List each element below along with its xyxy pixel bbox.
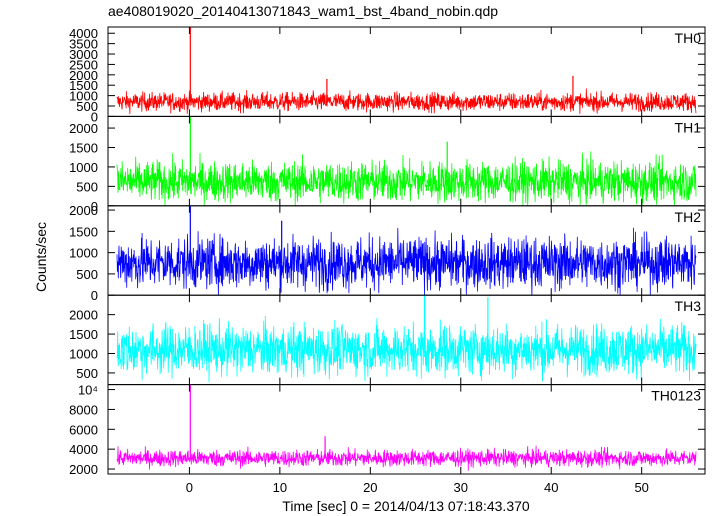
y-tick-label-TH0-5: 2500 (69, 57, 98, 72)
y-tick-label-TH2-4: 2000 (69, 203, 98, 218)
y-tick-label-TH3-1: 1000 (69, 347, 98, 362)
y-tick-label-TH2-2: 1000 (69, 246, 98, 261)
panel-label-TH3: TH3 (675, 298, 702, 314)
y-tick-label-TH1-2: 1000 (69, 160, 98, 175)
y-tick-label-TH3-0: 500 (76, 366, 98, 381)
y-tick-label-TH0-1: 500 (76, 99, 98, 114)
series-line-TH0 (116, 88, 697, 115)
series-line-TH1 (116, 151, 697, 206)
y-tick-label-TH0-0: 0 (91, 109, 98, 124)
panel-label-TH0: TH0 (675, 30, 702, 46)
y-tick-label-TH0-3: 1500 (69, 78, 98, 93)
x-tick-label-1: 10 (273, 480, 287, 495)
panel-label-TH1: TH1 (675, 119, 702, 135)
y-tick-label-TH0-8: 4000 (69, 26, 98, 41)
y-tick-label-TH0123-0: 2000 (69, 462, 98, 477)
y-tick-label-TH1-4: 2000 (69, 121, 98, 136)
y-tick-label-TH1-1: 500 (76, 179, 98, 194)
series-line-TH2 (116, 227, 697, 296)
series-line-TH3 (116, 315, 697, 383)
x-axis-label: Time [sec] 0 = 2014/04/13 07:18:43.370 (282, 498, 530, 514)
y-tick-label-TH3-3: 2000 (69, 308, 98, 323)
chart-title: ae408019020_20140413071843_wam1_bst_4ban… (108, 3, 498, 19)
y-tick-label-TH1-0: 0 (91, 199, 98, 214)
y-tick-label-TH0-2: 1000 (69, 89, 98, 104)
panel-label-TH2: TH2 (675, 209, 702, 225)
panel-frame-TH1 (107, 115, 706, 207)
y-tick-label-TH2-0: 0 (91, 288, 98, 303)
y-tick-label-TH0-6: 3000 (69, 47, 98, 62)
y-tick-label-TH0-7: 3500 (69, 37, 98, 52)
y-tick-label-TH0123-1: 4000 (69, 442, 98, 457)
x-tick-label-4: 40 (544, 480, 558, 495)
y-tick-label-TH3-2: 1500 (69, 327, 98, 342)
y-tick-label-TH2-1: 500 (76, 267, 98, 282)
y-tick-label-TH0123-3: 8000 (69, 402, 98, 417)
y-tick-label-TH1-3: 1500 (69, 140, 98, 155)
y-tick-label-TH2-3: 1500 (69, 224, 98, 239)
x-tick-label-3: 30 (454, 480, 468, 495)
panel-label-TH0123: TH0123 (651, 388, 701, 404)
y-axis-label: Counts/sec (33, 222, 49, 292)
x-tick-label-5: 50 (634, 480, 648, 495)
y-tick-label-TH0123-2: 6000 (69, 422, 98, 437)
y-tick-label-TH0123-4: 10⁴ (78, 383, 98, 398)
x-tick-label-0: 0 (186, 480, 193, 495)
series-line-TH0123 (116, 445, 697, 471)
x-tick-label-2: 20 (363, 480, 377, 495)
y-tick-label-TH0-4: 2000 (69, 68, 98, 83)
